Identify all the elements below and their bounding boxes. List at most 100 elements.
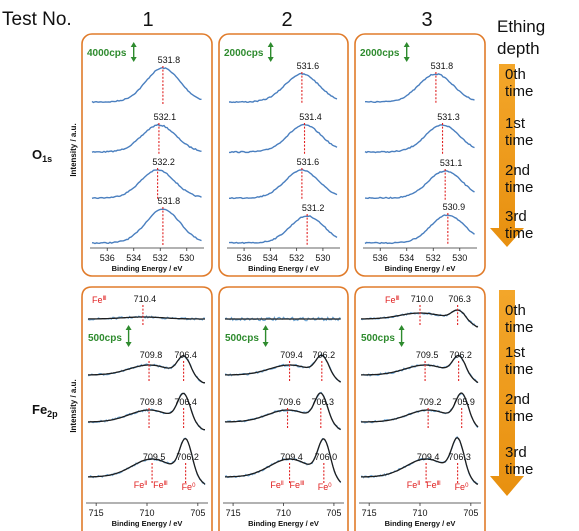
peak-label: 710.4 <box>134 294 157 304</box>
depth-label-line2: depth <box>497 39 540 58</box>
scale-bar-arrows <box>125 325 132 347</box>
scale-bar-arrows <box>130 42 137 62</box>
spectrum-fit <box>361 436 479 485</box>
time-label-word: 3rd <box>505 208 527 225</box>
x-tick-label: 532 <box>153 253 168 263</box>
x-tick-label: 536 <box>237 253 252 263</box>
fe-label-sup: Ⅱ <box>144 481 147 487</box>
spectrum-curve <box>91 66 202 104</box>
x-tick-label: 530 <box>315 253 330 263</box>
fe-label-sup: Ⅱ <box>417 481 420 487</box>
fe-label-sup: 0 <box>328 483 332 489</box>
spectrum-fit <box>88 437 206 485</box>
time-label-top-2: 2nd time <box>505 162 533 196</box>
fe-label-sup: Ⅲ <box>437 481 441 487</box>
spectrum-fit <box>360 392 479 428</box>
time-label-bottom-2: 2nd time <box>505 391 533 425</box>
row-label-fe2p-sub: 2p <box>47 409 58 419</box>
spectrum-curve <box>91 123 202 154</box>
spectrum-fit <box>225 392 341 431</box>
fe-label-sup: Ⅲ <box>103 296 107 302</box>
spectrum-fit <box>225 354 342 383</box>
x-tick-label: 536 <box>100 253 115 263</box>
peak-label: 709.4 <box>280 452 303 462</box>
spectrum-fit <box>225 438 342 483</box>
time-label-top-0: 0th time <box>505 66 533 100</box>
peak-label: 706.3 <box>312 397 335 407</box>
fe-label-bottom-right: Fe0 <box>318 482 333 492</box>
fe-label-text: Fe <box>318 482 329 492</box>
fe-label-text: Fe <box>455 482 466 492</box>
spectrum-fit <box>88 392 206 431</box>
spectrum-curve <box>91 168 202 200</box>
scale-label: 500cps <box>225 333 259 344</box>
panel-frame <box>81 286 213 531</box>
scale-label: 2000cps <box>360 48 400 59</box>
x-tick-label: 705 <box>326 508 341 518</box>
fe-label-sup: Ⅱ <box>281 481 284 487</box>
peak-label: 709.5 <box>143 452 166 462</box>
x-tick-label: 715 <box>226 508 241 518</box>
time-label-word: 3rd <box>505 444 527 461</box>
peak-label: 709.4 <box>417 452 440 462</box>
spectrum-curve <box>364 214 475 245</box>
peak-label: 706.0 <box>315 452 338 462</box>
panel-frame <box>218 286 349 531</box>
spectrum-fit <box>361 354 479 384</box>
peak-label: 709.6 <box>278 397 301 407</box>
fe-label-text: Fe <box>290 480 301 490</box>
scale-label: 4000cps <box>87 48 127 59</box>
time-label-word: time <box>505 408 533 425</box>
x-axis-label: Binding Energy / eV <box>385 264 456 273</box>
test-number-label: Test No. <box>2 9 72 30</box>
time-label-word: time <box>505 132 533 149</box>
fe-label-text: Fe <box>134 480 145 490</box>
peak-label: 709.4 <box>280 350 303 360</box>
x-tick-label: 534 <box>126 253 141 263</box>
x-tick-label: 715 <box>362 508 377 518</box>
x-tick-label: 532 <box>289 253 304 263</box>
x-tick-label: 705 <box>463 508 478 518</box>
x-tick-label: 530 <box>452 253 467 263</box>
peak-label: 531.2 <box>302 203 325 213</box>
peak-label: 709.8 <box>140 350 163 360</box>
peak-label: 706.2 <box>176 452 199 462</box>
fe-label-bottom-left: FeⅡ <box>134 480 148 490</box>
fe-label-top: FeⅢ <box>385 295 400 305</box>
x-tick-label: 705 <box>190 508 205 518</box>
fe-label-bottom-right: Fe0 <box>455 482 470 492</box>
x-axis-label: Binding Energy / eV <box>385 519 456 528</box>
time-label-word: 2nd <box>505 391 530 408</box>
scale-bar-arrows <box>403 42 410 62</box>
fe-label-sup: 0 <box>465 483 469 489</box>
peak-label: 531.1 <box>440 158 463 168</box>
scale-label: 500cps <box>88 333 122 344</box>
spectrum-fit <box>87 316 205 320</box>
spectrum-curve <box>91 208 202 245</box>
row-label-o1s-sub: 1s <box>42 154 52 164</box>
row-label-o1s: O1s <box>32 147 52 164</box>
spectrum-curve <box>364 124 475 154</box>
x-tick-label: 532 <box>426 253 441 263</box>
time-label-word: time <box>505 225 533 242</box>
test-number-1: 1 <box>142 9 153 31</box>
test-number-3: 3 <box>421 9 432 31</box>
fe-label-sup: Ⅲ <box>300 481 304 487</box>
x-tick-label: 710 <box>139 508 154 518</box>
scale-bar-arrows <box>267 42 274 62</box>
x-tick-label: 530 <box>179 253 194 263</box>
ylabel-o1s: Intensity / a.u. <box>69 123 78 176</box>
panel-fe2p-test-3: 715 710 705 Binding Energy / eV 500cps 710.0 7… <box>354 286 486 531</box>
scale-bar-arrows <box>398 325 405 347</box>
x-tick-label: 534 <box>399 253 414 263</box>
time-label-word: 0th <box>505 66 526 83</box>
fe-label-text: Fe <box>153 480 164 490</box>
time-label-word: 0th <box>505 302 526 319</box>
x-tick-label: 536 <box>373 253 388 263</box>
time-label-top-3: 3rd time <box>505 208 533 242</box>
peak-label: 531.8 <box>158 55 181 65</box>
